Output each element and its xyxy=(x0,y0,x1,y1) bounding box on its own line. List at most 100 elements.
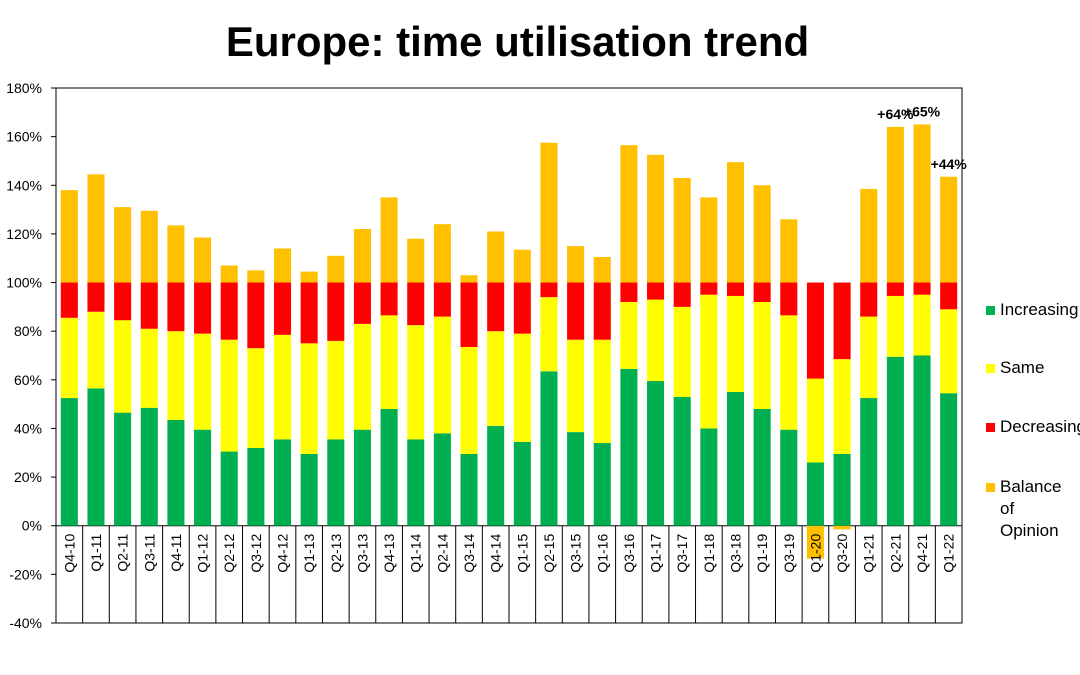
bar-decreasing xyxy=(700,282,718,295)
x-tick-label: Q4-21 xyxy=(914,534,930,573)
bar-increasing xyxy=(753,409,771,526)
bar-balance xyxy=(460,275,478,283)
x-tick-label: Q2-12 xyxy=(221,534,237,573)
bar-decreasing xyxy=(806,282,824,379)
x-tick-label: Q2-11 xyxy=(115,534,131,572)
bar-same xyxy=(114,320,132,413)
legend-swatch-increasing xyxy=(986,306,995,315)
annotation-label: +65% xyxy=(904,103,941,119)
bar-increasing xyxy=(487,426,505,526)
x-tick-label: Q2-13 xyxy=(328,534,344,573)
bar-decreasing xyxy=(913,282,931,295)
legend-swatch-same xyxy=(986,364,995,373)
bar-balance xyxy=(806,525,824,559)
bar-increasing xyxy=(380,409,398,526)
x-tick-label: Q1-16 xyxy=(594,534,610,573)
bar-balance xyxy=(140,210,158,283)
bar-same xyxy=(87,311,105,389)
bar-increasing xyxy=(247,447,265,526)
bar-decreasing xyxy=(833,282,851,360)
bar-same xyxy=(167,331,185,420)
legend-label-increasing: Increasing xyxy=(1000,300,1079,319)
bar-decreasing xyxy=(380,282,398,316)
x-tick-label: Q3-20 xyxy=(834,534,850,573)
bar-balance xyxy=(567,246,585,283)
bar-balance xyxy=(247,270,265,283)
legend-label-balance: Balance of Opinion xyxy=(1000,477,1062,540)
bar-decreasing xyxy=(860,282,878,317)
bar-balance xyxy=(753,185,771,283)
bar-decreasing xyxy=(167,282,185,332)
legend-swatch-decreasing xyxy=(986,423,995,432)
bar-increasing xyxy=(194,429,212,526)
bar-same xyxy=(353,323,371,430)
bar-balance xyxy=(913,124,931,283)
bar-decreasing xyxy=(353,282,371,324)
x-tick-label: Q1-22 xyxy=(941,534,957,573)
x-tick-label: Q1-12 xyxy=(195,534,211,573)
bar-decreasing xyxy=(194,282,212,334)
bar-same xyxy=(407,325,425,440)
bar-same xyxy=(700,294,718,429)
bar-decreasing xyxy=(540,282,558,298)
bar-decreasing xyxy=(593,282,611,340)
bar-increasing xyxy=(167,419,185,526)
bar-balance xyxy=(273,248,292,283)
x-tick-label: Q1-18 xyxy=(701,534,717,573)
bar-decreasing xyxy=(433,282,451,317)
bar-increasing xyxy=(700,428,718,526)
x-tick-label: Q1-17 xyxy=(648,534,664,573)
bar-increasing xyxy=(140,407,158,526)
x-tick-label: Q3-15 xyxy=(568,534,584,573)
bar-same xyxy=(913,294,931,356)
bar-decreasing xyxy=(273,282,292,335)
bar-increasing xyxy=(327,439,345,526)
bar-decreasing xyxy=(60,282,78,318)
bar-increasing xyxy=(60,398,78,526)
bar-increasing xyxy=(860,398,878,526)
bar-balance xyxy=(886,126,904,283)
bar-balance xyxy=(487,231,505,283)
bar-same xyxy=(460,346,478,454)
bar-balance xyxy=(300,271,318,283)
bar-balance xyxy=(407,238,425,283)
bar-decreasing xyxy=(247,282,265,349)
bar-same xyxy=(860,316,878,399)
bar-balance xyxy=(780,219,798,283)
x-tick-label: Q3-19 xyxy=(781,534,797,573)
bar-same xyxy=(540,297,558,372)
bar-same xyxy=(194,333,212,430)
bar-same xyxy=(513,333,531,442)
bar-same xyxy=(273,334,292,440)
y-tick-label: -20% xyxy=(9,566,42,582)
bar-same xyxy=(940,309,958,394)
x-tick-label: Q4-13 xyxy=(381,534,397,573)
bar-increasing xyxy=(433,433,451,526)
bar-increasing xyxy=(593,443,611,526)
bar-increasing xyxy=(833,453,851,526)
bar-same xyxy=(806,378,824,463)
bar-increasing xyxy=(114,412,132,526)
bar-increasing xyxy=(273,439,292,526)
bar-increasing xyxy=(460,453,478,526)
bar-balance xyxy=(540,142,558,283)
legend-swatch-balance xyxy=(986,483,995,492)
bar-same xyxy=(620,302,638,369)
bar-same xyxy=(567,339,585,433)
bar-balance xyxy=(60,190,78,283)
bar-increasing xyxy=(913,355,931,526)
bar-increasing xyxy=(220,451,238,526)
bar-balance xyxy=(194,237,212,283)
x-tick-label: Q3-16 xyxy=(621,534,637,573)
bar-balance xyxy=(380,197,398,283)
bar-increasing xyxy=(540,371,558,526)
bar-increasing xyxy=(407,439,425,526)
bar-same xyxy=(487,331,505,427)
bar-decreasing xyxy=(114,282,132,321)
y-tick-label: 40% xyxy=(14,420,42,436)
bars-layer xyxy=(60,124,958,559)
legend-label-same: Same xyxy=(1000,358,1045,377)
bar-balance xyxy=(87,174,105,283)
annotation-label: +64% xyxy=(877,106,914,122)
bar-same xyxy=(673,306,691,397)
